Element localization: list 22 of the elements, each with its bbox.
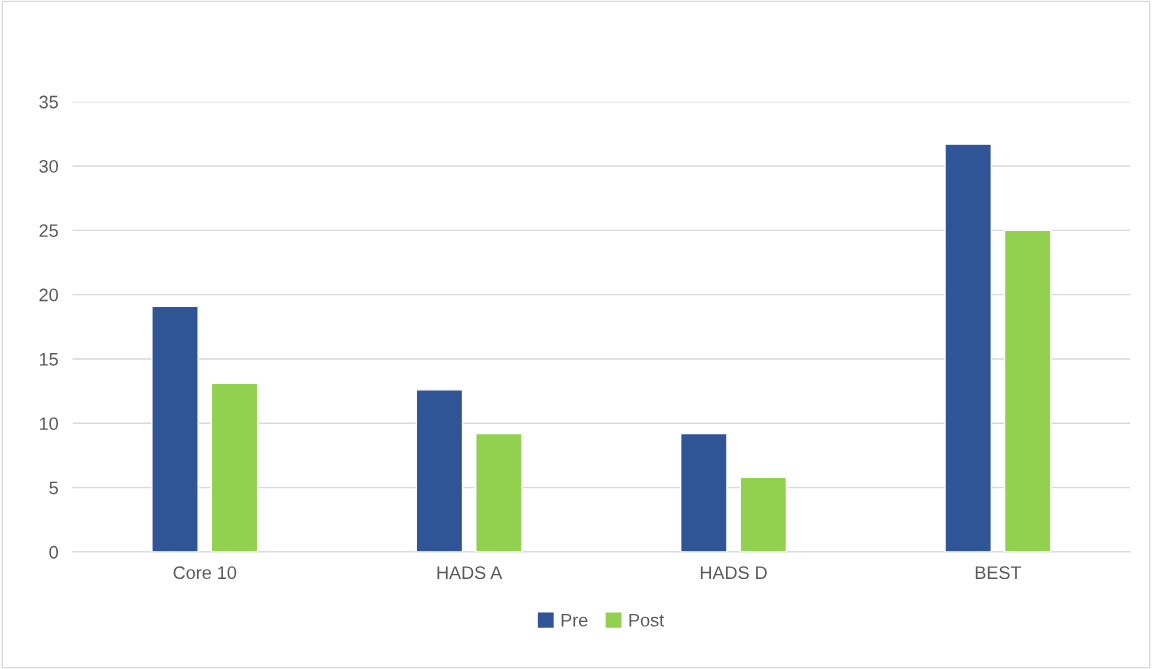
y-tick-label: 35 — [39, 95, 58, 109]
legend-label: Pre — [561, 613, 588, 627]
y-tick-label: 0 — [49, 545, 58, 559]
x-tick-label: HADS D — [700, 566, 767, 580]
bar — [679, 432, 728, 552]
bar — [210, 382, 259, 552]
bar — [1003, 229, 1052, 552]
y-tick-label: 25 — [39, 224, 58, 238]
bar — [475, 432, 523, 552]
bar — [944, 143, 993, 552]
y-tick-label: 10 — [39, 417, 58, 431]
x-tick-label: HADS A — [437, 566, 503, 580]
x-tick-label: Core 10 — [173, 566, 237, 580]
y-tick-label: 30 — [39, 159, 58, 173]
y-tick-label: 20 — [39, 288, 58, 302]
bar — [415, 389, 464, 552]
x-tick-label: BEST — [975, 566, 1022, 580]
bar — [151, 305, 199, 552]
bar — [739, 476, 788, 552]
y-tick-label: 5 — [49, 481, 58, 495]
y-tick-label: 15 — [39, 353, 58, 366]
legend-label: Post — [629, 613, 665, 627]
